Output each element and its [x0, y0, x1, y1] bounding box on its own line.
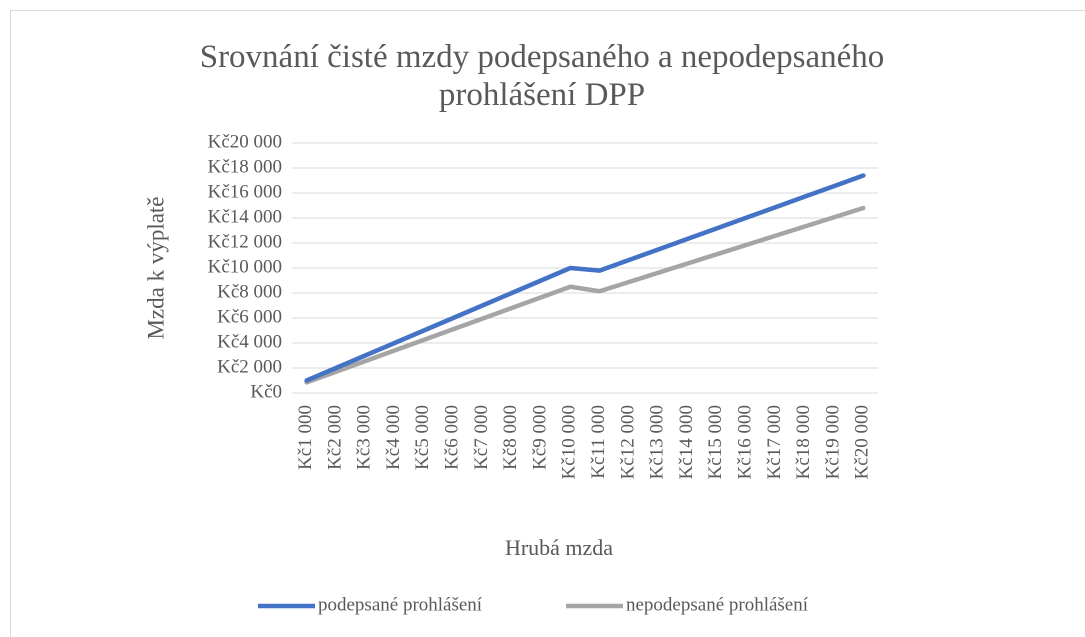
- x-tick-label: Kč11 000: [588, 405, 609, 479]
- y-tick-label: Kč10 000: [208, 256, 282, 277]
- y-tick-label: Kč4 000: [217, 331, 282, 352]
- y-tick-label: Kč2 000: [217, 356, 282, 377]
- x-tick-label: Kč14 000: [676, 405, 697, 479]
- x-tick-label: Kč2 000: [324, 405, 345, 470]
- y-tick-label: Kč12 000: [208, 231, 282, 252]
- y-tick-label: Kč18 000: [208, 156, 282, 177]
- series-line: [304, 173, 866, 383]
- x-tick-label: Kč6 000: [442, 405, 463, 470]
- x-tick-label: Kč9 000: [529, 405, 550, 470]
- x-tick-label: Kč4 000: [383, 405, 404, 470]
- x-tick-label: Kč20 000: [852, 405, 873, 479]
- x-tick-label: Kč16 000: [735, 405, 756, 479]
- x-tick-label: Kč19 000: [822, 405, 843, 479]
- chart-title: Srovnání čisté mzdy podepsaného a nepode…: [199, 39, 885, 113]
- chart-border: [10, 10, 1085, 637]
- y-tick-label: Kč20 000: [208, 131, 282, 152]
- x-tick-label: Kč10 000: [559, 405, 580, 479]
- x-tick-label: Kč7 000: [471, 405, 492, 470]
- x-tick-label: Kč15 000: [705, 405, 726, 479]
- x-tick-label: Kč8 000: [500, 405, 521, 470]
- legend-label: podepsané prohlášení: [318, 594, 483, 615]
- y-tick-label: Kč16 000: [208, 181, 282, 202]
- y-tick-label: Kč14 000: [208, 206, 282, 227]
- x-tick-label: Kč12 000: [617, 405, 638, 479]
- x-tick-label: Kč18 000: [793, 405, 814, 479]
- x-tick-label: Kč13 000: [647, 405, 668, 479]
- series-line: [304, 205, 866, 385]
- x-tick-label: Kč17 000: [764, 405, 785, 479]
- y-tick-label: Kč8 000: [217, 281, 282, 302]
- legend-label: nepodepsané prohlášení: [626, 594, 809, 615]
- y-tick-label: Kč0: [250, 381, 282, 402]
- x-tick-label: Kč1 000: [295, 405, 316, 470]
- x-tick-label: Kč5 000: [412, 405, 433, 470]
- y-tick-label: Kč6 000: [217, 306, 282, 327]
- y-axis-title: Mzda k výplatě: [143, 196, 168, 339]
- x-tick-label: Kč3 000: [354, 405, 375, 470]
- x-axis-title: Hrubá mzda: [505, 535, 613, 560]
